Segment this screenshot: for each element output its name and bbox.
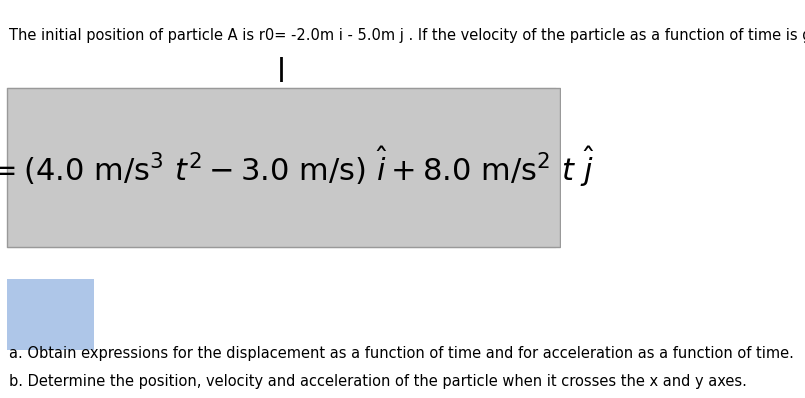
Text: b. Determine the position, velocity and acceleration of the particle when it cro: b. Determine the position, velocity and …: [9, 374, 746, 389]
Text: The initial position of particle A is r0= -2.0m i - 5.0m j . If the velocity of : The initial position of particle A is r0…: [9, 28, 805, 43]
Text: $v = (4.0 \ \mathrm{m/s^3} \ t^2 - 3.0 \ \mathrm{m/s}) \ \hat{i} + 8.0 \ \mathrm: $v = (4.0 \ \mathrm{m/s^3} \ t^2 - 3.0 \…: [0, 144, 594, 189]
FancyBboxPatch shape: [7, 279, 93, 350]
FancyBboxPatch shape: [7, 88, 559, 247]
Text: |: |: [277, 57, 286, 82]
Text: a. Obtain expressions for the displacement as a function of time and for acceler: a. Obtain expressions for the displaceme…: [9, 346, 794, 361]
